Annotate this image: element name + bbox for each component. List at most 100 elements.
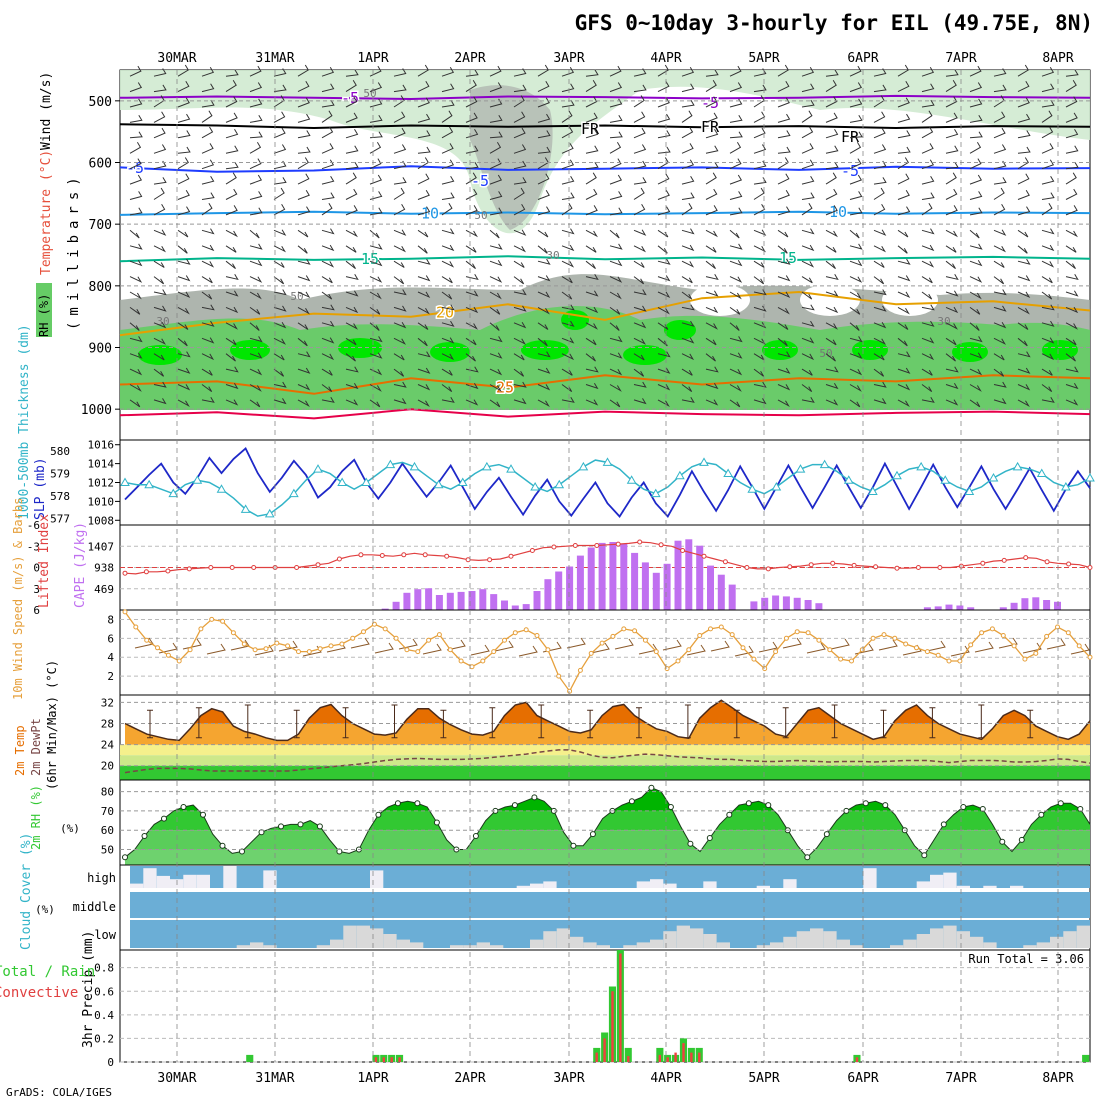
wind-barb [657, 189, 670, 200]
wind-barb [1017, 146, 1031, 154]
wind-barb [609, 65, 622, 77]
wind-speed-point [317, 646, 323, 652]
wind-barb [225, 145, 239, 154]
wind-barb [705, 172, 717, 185]
wind-speed-point [285, 643, 291, 649]
wind-barb [633, 337, 647, 345]
rh-contour-label: 50 [290, 290, 303, 303]
wind-barb [465, 205, 478, 216]
li-point [915, 565, 921, 570]
wind-barb [729, 207, 743, 216]
cape-bar [815, 603, 823, 610]
wind-barb [585, 229, 598, 238]
wind-barb [513, 68, 527, 77]
wind-barb [249, 336, 263, 343]
wind-barb [705, 337, 717, 346]
wind-barb [801, 384, 813, 393]
cloud-lane-middle [130, 892, 1090, 918]
wind-barb [513, 84, 527, 93]
wind-barb [561, 304, 575, 311]
wind-barb [993, 305, 1007, 312]
wind-barb [873, 204, 886, 216]
wind-barb [657, 130, 671, 139]
wind-barb [489, 65, 502, 77]
wind-barb [417, 384, 431, 391]
thickness-point [578, 461, 589, 471]
surface-wind-barb [1046, 638, 1066, 650]
cloud-bar-high [650, 879, 664, 888]
thickness-point [385, 459, 396, 469]
wind-barb [561, 260, 575, 268]
wind-barb [849, 368, 863, 376]
cape-bar [1054, 601, 1061, 610]
wind-speed-point [230, 630, 236, 636]
wind-barb [945, 337, 957, 346]
wind-speed-point [675, 658, 681, 664]
wind-barb [249, 191, 263, 200]
li-point [701, 553, 707, 559]
wind-speed-point [534, 633, 540, 638]
wind-barb [729, 368, 743, 376]
wind-barb [825, 366, 839, 373]
wind-barb [1065, 172, 1077, 185]
wind-barb [729, 399, 741, 408]
wind-barb [225, 290, 239, 297]
rh-unit-label: (%) [60, 822, 80, 835]
wind-barb [441, 244, 455, 252]
wind-barb [825, 306, 839, 314]
wind-barb [585, 188, 598, 200]
wind-barb [393, 84, 407, 93]
wind-barb [777, 64, 789, 77]
wind-barb [1017, 337, 1028, 347]
wind-barb [825, 129, 839, 139]
wind-barb [129, 336, 143, 343]
rh-area-dark [852, 340, 888, 360]
wind-barb [657, 306, 670, 315]
li-point [680, 548, 686, 553]
wind-barb [345, 337, 357, 346]
cape-bar [956, 605, 964, 610]
wind-barb [345, 188, 358, 200]
wind-barb [489, 322, 500, 331]
li-tick-label: -3 [27, 540, 40, 553]
rh-point [472, 833, 479, 839]
wind-barb [129, 384, 142, 392]
thickness-point [940, 475, 951, 484]
wind-barb [849, 384, 862, 392]
precip-convective-bar [666, 1057, 669, 1062]
wind-barb [417, 275, 431, 282]
wind-barb [297, 245, 308, 254]
date-label-top: 3APR [553, 51, 584, 66]
wind-barb [609, 115, 623, 123]
wind-barb [1065, 96, 1078, 108]
wind-barb [321, 110, 333, 123]
wind-barb [441, 99, 455, 108]
wind-barb [897, 130, 911, 139]
wind-barb [417, 351, 431, 358]
wind-barb [897, 384, 911, 391]
wind-barb [561, 353, 575, 361]
wind-barb [201, 384, 213, 393]
cloud-bar-high [703, 881, 717, 888]
wind-barb [417, 206, 431, 216]
surface-wind-barb [1070, 643, 1090, 655]
wind-barb [633, 368, 645, 377]
wind-barb [537, 113, 551, 123]
rh-tick-label: 50 [101, 844, 114, 857]
wind-barb [297, 229, 309, 238]
wind-barb [897, 351, 911, 358]
thickness-tick-label: 578 [50, 490, 70, 503]
cape-bar [566, 566, 574, 610]
minmax-bar [636, 707, 642, 739]
wind-barb [897, 306, 910, 315]
rh-area-dark [521, 340, 569, 360]
rh-point [161, 815, 167, 822]
wind-barb [609, 229, 620, 239]
thickness-tick-label: 577 [50, 512, 70, 525]
minmax-bar [244, 704, 251, 739]
wind-speed-point [783, 635, 789, 641]
wind-barb [177, 229, 189, 238]
cloud-bar-low [623, 945, 637, 948]
wind-barb [441, 368, 453, 376]
contour-label: 25 [496, 378, 514, 396]
